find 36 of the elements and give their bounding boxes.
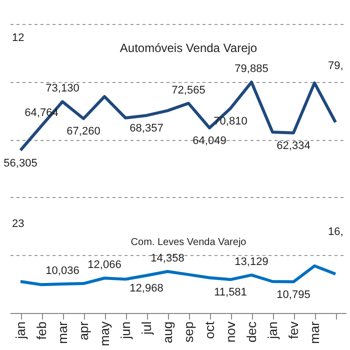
annotation: 12: [12, 32, 24, 44]
x-tick-label: dec: [244, 321, 259, 342]
data-label: 62,334: [276, 140, 310, 152]
data-label: 10,036: [46, 264, 80, 277]
data-label: 79,885: [234, 63, 268, 76]
x-tick-label: jan: [13, 322, 28, 340]
x-tick-label: feb: [34, 322, 49, 340]
data-label: 67,260: [66, 126, 100, 138]
annotation: 79,: [328, 60, 344, 72]
text: Com. Leves Venda Varejo: [130, 236, 247, 248]
data-label: 11,581: [214, 286, 247, 299]
data-label: 68,357: [130, 122, 164, 134]
x-tick-label: aug: [160, 322, 175, 344]
x-tick-label: oct: [202, 321, 217, 339]
x-tick-label: jun: [118, 322, 133, 340]
data-label: 10,795: [276, 288, 310, 301]
data-label: 12,968: [130, 282, 164, 295]
text: Automóveis Venda Varejo: [120, 41, 258, 56]
data-label: 73,130: [46, 82, 80, 95]
x-tick-label: may: [97, 321, 112, 346]
annotation: 23: [12, 218, 24, 230]
data-label: 12,066: [88, 259, 122, 272]
x-tick-label: jan: [265, 322, 280, 340]
x-tick-label: fev: [286, 321, 301, 339]
x-tick-label: mar: [55, 320, 70, 344]
annotation: 16,: [328, 226, 344, 238]
x-tick-label: apr: [76, 320, 91, 340]
data-label: 14,358: [150, 252, 184, 265]
data-label: 13,129: [234, 256, 268, 268]
x-tick-label: jul: [139, 321, 154, 336]
x-tick-label: sep: [181, 322, 196, 342]
x-tick-label: nov: [223, 321, 238, 342]
data-label: 56,305: [4, 157, 38, 170]
x-tick-label: mar: [307, 320, 322, 344]
data-label: 72,565: [172, 84, 206, 96]
data-label: 64,049: [192, 134, 226, 147]
